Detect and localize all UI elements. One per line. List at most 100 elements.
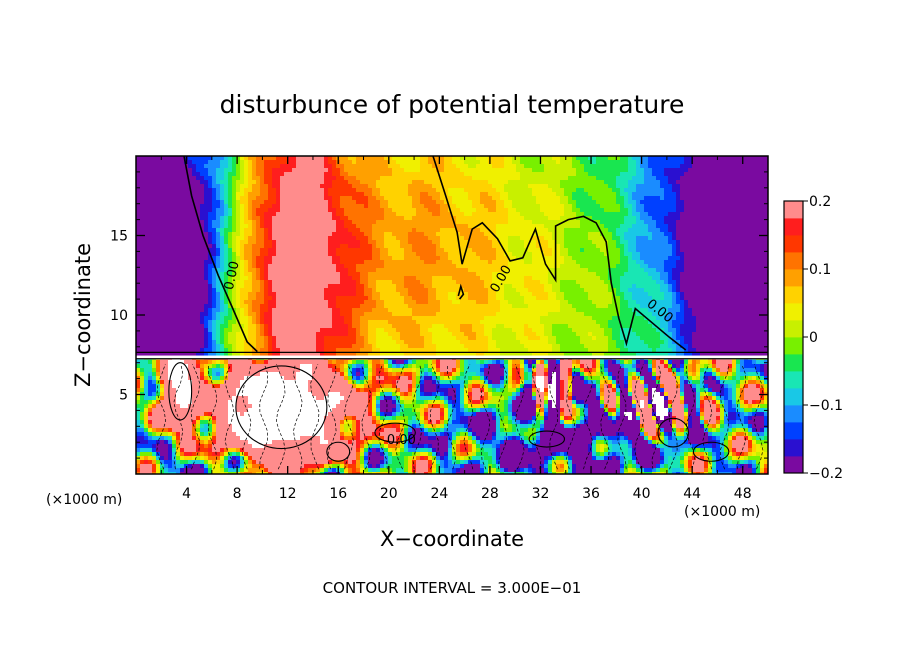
field-cell xyxy=(500,412,508,416)
field-cell xyxy=(208,324,212,328)
field-cell xyxy=(712,460,716,464)
field-cell xyxy=(536,384,544,388)
field-cell xyxy=(516,436,520,440)
field-cell xyxy=(644,472,652,474)
field-cell xyxy=(428,472,432,474)
field-cell xyxy=(356,236,368,240)
field-cell xyxy=(432,364,436,368)
field-cell xyxy=(520,372,524,376)
field-cell xyxy=(480,460,484,464)
field-cell xyxy=(392,392,396,396)
field-cell xyxy=(668,256,680,260)
field-cell xyxy=(240,216,244,220)
x-axis-unit-left: (×1000 m) xyxy=(46,492,122,508)
field-cell xyxy=(416,408,420,412)
field-cell xyxy=(500,448,528,452)
field-cell xyxy=(220,316,224,320)
field-cell xyxy=(276,300,328,304)
field-cell xyxy=(252,280,260,284)
field-cell xyxy=(252,228,256,232)
field-cell xyxy=(620,288,628,292)
field-cell xyxy=(368,468,372,472)
field-cell xyxy=(244,236,248,240)
field-cell xyxy=(660,324,668,328)
field-cell xyxy=(532,368,536,372)
field-cell xyxy=(468,456,472,460)
field-cell xyxy=(724,408,728,412)
field-cell xyxy=(760,400,764,404)
field-cell xyxy=(416,360,428,364)
y-tick-label: 5 xyxy=(119,388,128,404)
field-cell xyxy=(256,228,264,232)
field-cell xyxy=(252,232,256,236)
field-cell xyxy=(436,348,468,352)
field-cell xyxy=(224,172,228,176)
field-cell xyxy=(424,340,432,344)
field-cell xyxy=(216,196,220,200)
field-cell xyxy=(512,428,516,432)
field-cell xyxy=(524,164,544,168)
field-cell xyxy=(468,336,476,340)
field-cell xyxy=(416,372,420,376)
field-cell xyxy=(212,176,216,180)
field-cell xyxy=(712,360,716,364)
field-cell xyxy=(352,232,364,236)
field-cell xyxy=(328,468,332,472)
field-cell xyxy=(456,412,464,416)
field-cell xyxy=(368,396,372,400)
field-cell xyxy=(592,360,596,364)
field-cell xyxy=(636,204,644,208)
field-cell xyxy=(680,468,684,472)
field-cell xyxy=(616,264,628,268)
field-cell xyxy=(624,344,648,348)
field-cell xyxy=(244,344,256,348)
field-cell xyxy=(540,360,544,364)
field-cell xyxy=(468,376,472,380)
field-cell xyxy=(596,160,628,164)
field-cell xyxy=(704,404,716,408)
field-cell xyxy=(668,312,676,316)
field-cell xyxy=(164,472,168,474)
field-cell xyxy=(472,400,480,404)
field-cell xyxy=(696,472,700,474)
field-cell xyxy=(196,352,204,356)
field-cell xyxy=(632,176,644,180)
field-cell xyxy=(248,160,252,164)
field-cell xyxy=(628,288,644,292)
field-cell xyxy=(664,192,676,196)
field-cell xyxy=(136,448,140,452)
field-cell xyxy=(352,360,356,364)
field-cell xyxy=(248,212,252,216)
field-cell xyxy=(676,260,684,264)
field-cell xyxy=(588,268,608,272)
field-cell xyxy=(204,324,208,328)
field-cell xyxy=(532,256,564,260)
field-cell xyxy=(552,328,572,332)
field-cell xyxy=(464,372,476,376)
field-cell xyxy=(720,400,724,404)
contour-line xyxy=(463,364,474,470)
field-cell xyxy=(672,428,676,432)
field-cell xyxy=(452,332,464,336)
field-cell xyxy=(352,420,356,424)
field-cell xyxy=(296,372,312,376)
field-cell xyxy=(484,456,492,460)
field-cell xyxy=(704,392,708,396)
field-cell xyxy=(236,236,244,240)
field-cell xyxy=(516,376,520,380)
field-cell xyxy=(140,408,144,412)
field-cell xyxy=(252,472,256,474)
field-cell xyxy=(732,460,740,464)
field-cell xyxy=(752,452,756,456)
field-cell xyxy=(348,372,352,376)
field-cell xyxy=(564,204,572,208)
field-cell xyxy=(648,432,656,436)
field-cell xyxy=(412,400,416,404)
field-cell xyxy=(464,384,468,388)
field-cell xyxy=(216,324,220,328)
field-cell xyxy=(724,432,728,436)
field-cell xyxy=(356,176,380,180)
field-cell xyxy=(496,360,500,364)
field-cell xyxy=(192,456,196,460)
field-cell xyxy=(604,332,612,336)
